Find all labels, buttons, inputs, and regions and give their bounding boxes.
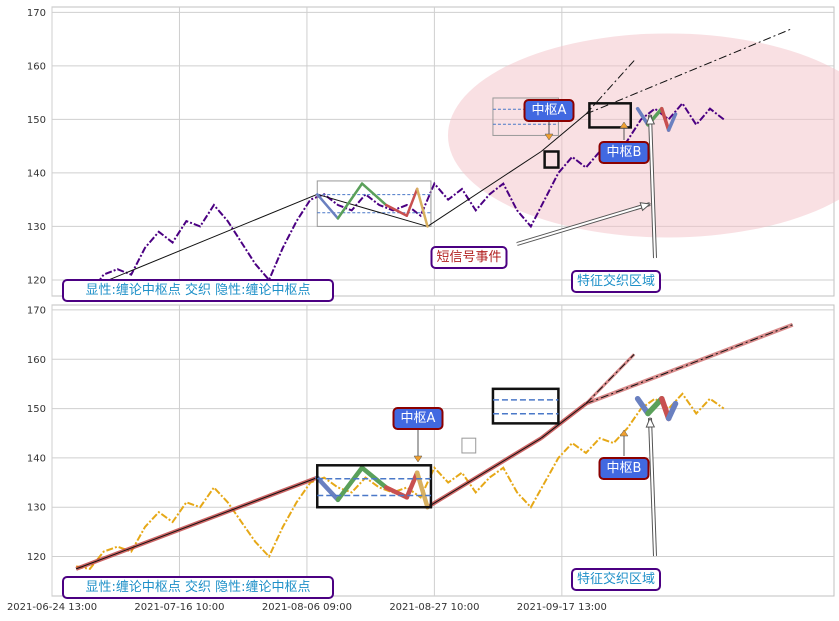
y-tick-label: 150 xyxy=(27,404,46,415)
center-a-arrow-head xyxy=(413,455,423,463)
center-b-arrow-head xyxy=(619,121,629,129)
x-tick-label: 2021-08-06 09:00 xyxy=(262,602,352,613)
event-arrow-head xyxy=(639,202,652,212)
center-a-arrow-head xyxy=(544,133,554,141)
region-arrow-inner xyxy=(649,417,656,557)
zigzag-segment xyxy=(414,470,430,510)
short-signal-event-label: 短信号事件 xyxy=(436,250,501,265)
extension-dashed-line xyxy=(585,27,793,115)
x-tick-label: 2021-06-24 13:00 xyxy=(7,602,97,613)
zigzag-segment xyxy=(635,106,650,127)
zigzag-segment xyxy=(660,106,671,132)
y-tick-label: 130 xyxy=(27,222,46,233)
center-b-label: 中枢B xyxy=(607,461,642,476)
extension-dashed-line xyxy=(585,324,793,405)
zigzag-segment xyxy=(634,395,651,417)
center-b-label-box xyxy=(598,457,650,480)
zigzag-segment xyxy=(415,187,429,228)
center-a-label-box xyxy=(392,407,444,430)
extension-dashed-line xyxy=(585,353,635,404)
price-series-line xyxy=(75,101,725,295)
center-b-arrow-head xyxy=(619,429,629,437)
zigzag-segment xyxy=(335,465,365,503)
zigzag-segment xyxy=(316,193,340,220)
center-box xyxy=(491,387,560,425)
legend-label: 显性:缠论中枢点 交织 隐性:缠论中枢点 xyxy=(85,579,310,595)
y-tick-label: 140 xyxy=(27,453,46,464)
y-tick-label: 170 xyxy=(27,305,46,316)
x-tick-label: 2021-09-17 13:00 xyxy=(517,602,607,613)
y-tick-label: 170 xyxy=(27,8,46,19)
upper-panel: 120 130 140 150 160 170 中枢A 中枢B 短信号事件特征交织区域显性:缠论… xyxy=(27,6,839,302)
short-signal-event-label-box xyxy=(430,246,508,269)
x-axis: 2021-06-24 13:00 2021-07-16 10:00 2021-08-… xyxy=(7,602,607,613)
region-arrow-head xyxy=(645,113,656,125)
center-box-b xyxy=(588,102,632,129)
center-a-label: 中枢A xyxy=(532,103,567,118)
y-tick-label: 120 xyxy=(27,552,46,563)
pivot-line xyxy=(75,193,318,294)
plot-frame xyxy=(51,304,835,597)
zigzag-segment xyxy=(666,112,678,132)
y-tick-label: 140 xyxy=(27,168,46,179)
zigzag-segment xyxy=(359,465,389,490)
zigzag-segment xyxy=(360,182,388,207)
pivot-line xyxy=(75,477,318,570)
zigzag-segment xyxy=(315,475,341,503)
highlight-ellipse xyxy=(448,33,839,238)
center-b-label-box xyxy=(598,141,650,164)
center-a-label-box xyxy=(523,99,575,122)
y-tick-label: 150 xyxy=(27,115,46,126)
pivot-line xyxy=(317,193,428,227)
price-series-line xyxy=(75,392,725,570)
zigzag-segment xyxy=(404,470,420,500)
center-a-label: 中枢A xyxy=(401,411,436,426)
zigzag-segment xyxy=(384,203,409,217)
region-arrow-head xyxy=(645,416,656,428)
small-box xyxy=(461,437,477,454)
pivot-line xyxy=(427,437,542,508)
x-tick-label: 2021-08-27 10:00 xyxy=(389,602,479,613)
region-arrow-inner xyxy=(649,114,656,259)
center-box xyxy=(316,464,433,509)
zigzag-segment xyxy=(665,400,679,422)
pivot-line xyxy=(540,113,587,152)
pivot-line xyxy=(540,403,587,439)
y-tick-label: 130 xyxy=(27,503,46,514)
interweave-box xyxy=(316,180,432,227)
event-arrow-inner xyxy=(516,203,651,245)
y-tick-label: 160 xyxy=(27,355,46,366)
interweave-region-label: 特征交织区域 xyxy=(577,273,655,289)
legend-label: 显性:缠论中枢点 交织 隐性:缠论中枢点 xyxy=(85,282,310,298)
center-box-a xyxy=(543,150,560,169)
legend-label-box xyxy=(62,576,334,599)
interweave-region-label-box xyxy=(571,270,661,293)
y-tick-label: 160 xyxy=(27,61,46,72)
zigzag-segment xyxy=(405,187,419,217)
zigzag-segment xyxy=(336,182,364,220)
legend-label-box xyxy=(62,279,334,302)
x-tick-label: 2021-07-16 10:00 xyxy=(134,602,224,613)
pivot-line xyxy=(427,151,542,227)
zigzag-segment xyxy=(645,395,665,417)
interweave-region-label-box xyxy=(571,568,661,591)
center-b-label: 中枢B xyxy=(607,145,642,160)
extension-dashed-line xyxy=(585,60,635,115)
interweave-region-label: 特征交织区域 xyxy=(577,571,655,587)
y-tick-label: 120 xyxy=(27,275,46,286)
